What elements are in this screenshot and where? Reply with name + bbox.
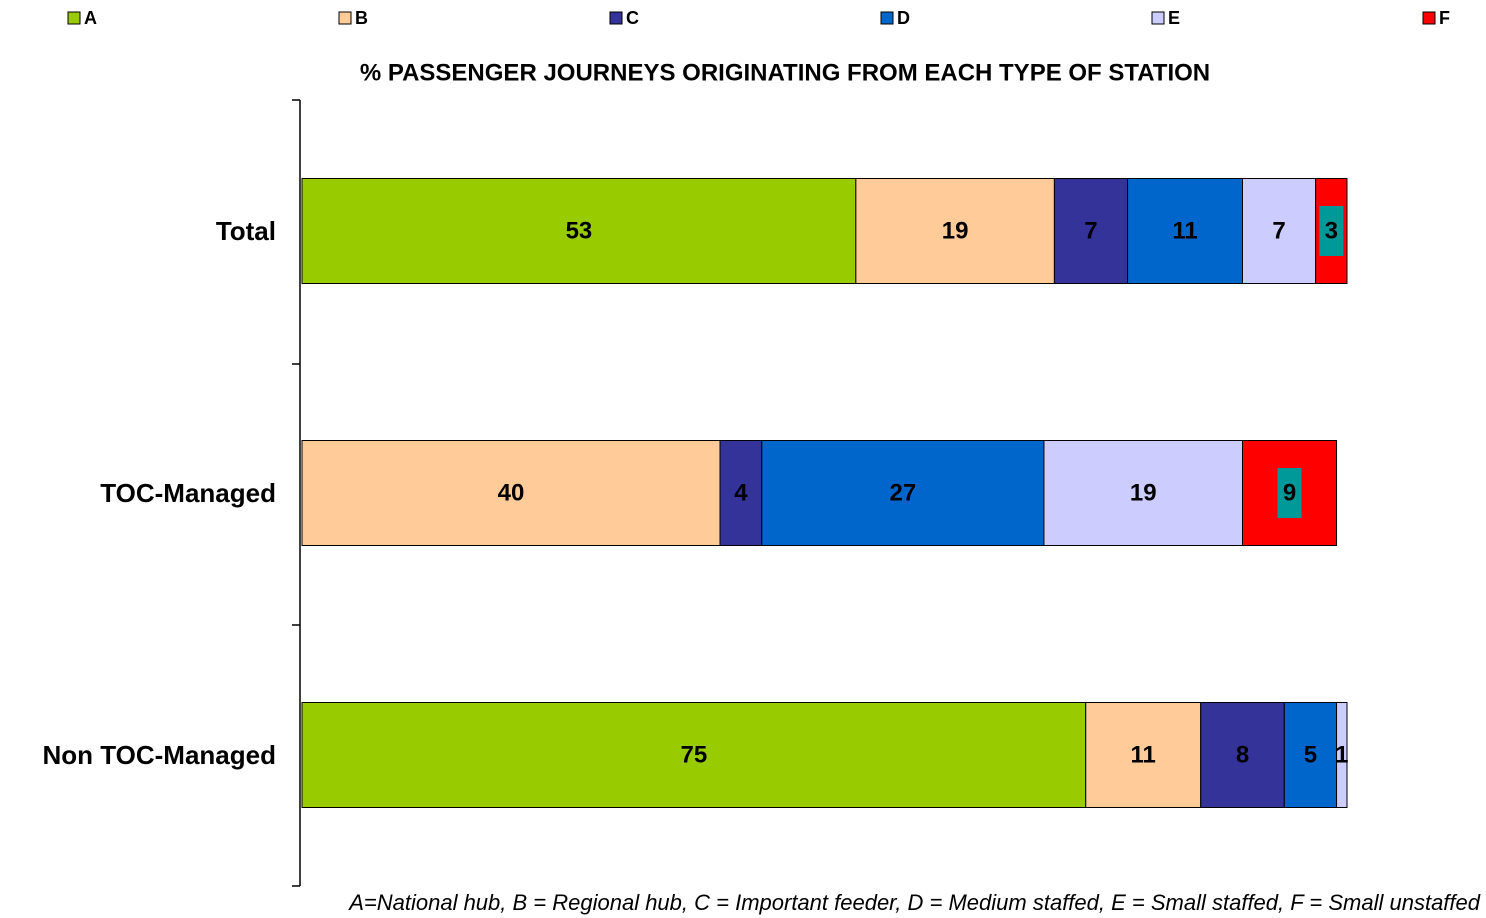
data-label: 40 bbox=[498, 479, 525, 506]
bar-segment bbox=[301, 178, 857, 284]
bar-segment bbox=[1336, 702, 1348, 808]
bar-segment bbox=[1053, 178, 1129, 284]
data-label: 7 bbox=[1084, 217, 1097, 244]
legend-label: F bbox=[1439, 8, 1450, 28]
legend-label: E bbox=[1168, 8, 1180, 28]
data-label: 7 bbox=[1272, 217, 1285, 244]
bar-segment bbox=[719, 440, 763, 546]
data-label: 11 bbox=[1131, 741, 1156, 768]
legend-swatch bbox=[1151, 11, 1165, 25]
data-label: 19 bbox=[942, 217, 969, 244]
legend-label: B bbox=[355, 8, 368, 28]
bar-segment bbox=[1242, 178, 1317, 284]
bar-segment bbox=[1085, 702, 1202, 808]
bar-segment bbox=[855, 178, 1055, 284]
label-background bbox=[1319, 206, 1344, 256]
legend-swatch bbox=[880, 11, 894, 25]
legend-label: C bbox=[626, 8, 639, 28]
y-tick-label: Total bbox=[216, 216, 276, 246]
legend-swatch bbox=[338, 11, 352, 25]
data-label: 8 bbox=[1236, 741, 1249, 768]
bar-segment bbox=[301, 440, 721, 546]
bar-segment bbox=[1127, 178, 1244, 284]
bar-segment bbox=[761, 440, 1045, 546]
data-label: 27 bbox=[890, 479, 917, 506]
legend-label: D bbox=[897, 8, 910, 28]
data-label: 1 bbox=[1335, 741, 1348, 768]
data-label: 53 bbox=[566, 217, 593, 244]
legend-swatch bbox=[609, 11, 623, 25]
data-label: 19 bbox=[1130, 479, 1157, 506]
footnote: A=National hub, B = Regional hub, C = Im… bbox=[347, 890, 1481, 915]
legend-swatch bbox=[1422, 11, 1436, 25]
data-label: 9 bbox=[1283, 479, 1296, 506]
y-tick-label: Non TOC-Managed bbox=[42, 740, 276, 770]
y-tick-label: TOC-Managed bbox=[100, 478, 276, 508]
data-label: 11 bbox=[1172, 217, 1197, 244]
label-background bbox=[1277, 468, 1302, 518]
data-label: 5 bbox=[1304, 741, 1317, 768]
chart-title: % PASSENGER JOURNEYS ORIGINATING FROM EA… bbox=[360, 59, 1210, 86]
bar-segment bbox=[1283, 702, 1338, 808]
bar-segment bbox=[301, 702, 1087, 808]
legend-label: A bbox=[84, 8, 97, 28]
data-label: 3 bbox=[1325, 217, 1338, 244]
data-label: 75 bbox=[681, 741, 708, 768]
legend-swatch bbox=[67, 11, 81, 25]
data-label: 4 bbox=[734, 479, 748, 506]
bar-segment bbox=[1200, 702, 1285, 808]
